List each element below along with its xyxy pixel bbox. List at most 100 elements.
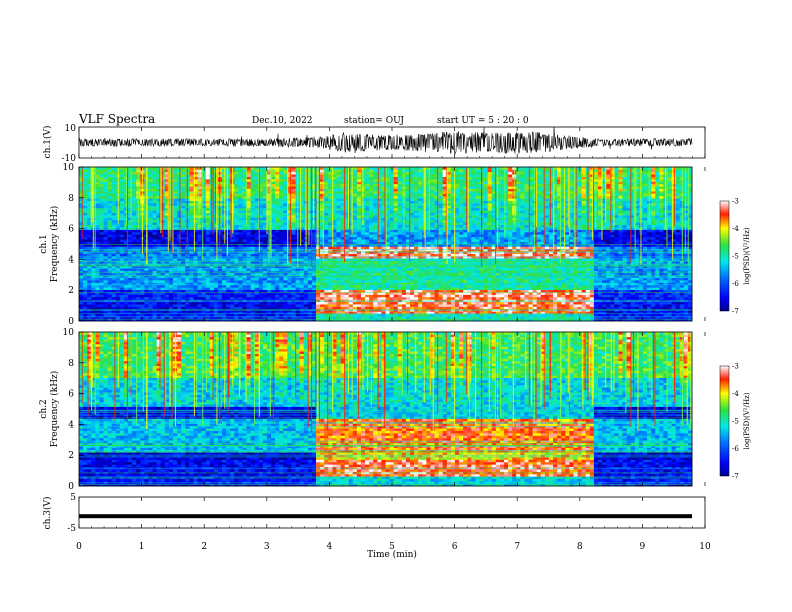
spectrogram-cell [287,258,292,262]
spectrogram-cell [148,186,153,189]
spectrogram-cell [373,195,378,199]
spectrogram-cell [377,234,382,238]
spectrogram-cell [95,277,100,281]
spectrogram-cell [238,260,243,264]
spectrogram-cell [148,195,153,199]
spectrogram-cell [226,275,231,278]
spectrogram-cell [356,195,362,199]
spectrogram-cell [344,253,350,257]
spectrogram-cell [111,183,117,187]
spectrogram-cell [234,287,239,291]
spectrogram-cell [213,239,219,242]
spectrogram-cell [148,304,153,307]
spectrogram-cell [164,176,170,180]
spectrogram-cell [205,176,211,180]
spectrogram-cell [271,260,276,264]
spectrogram-cell [213,294,219,298]
spectrogram-cell [107,195,112,199]
spectrogram-cell [144,304,149,307]
spectrogram-cell [201,268,206,271]
spectrogram-cell [254,229,260,233]
spectrogram-cell [356,174,362,177]
spectrogram-cell [254,219,260,223]
spectrogram-cell [201,167,206,170]
spectrogram-cell [393,188,399,192]
spectrogram-cell [369,236,374,240]
ch1-waveform-ylabel: ch.1(V) [42,126,53,159]
spectrogram-cell [205,282,211,286]
spectrogram-cell [193,318,198,322]
spectrogram-cell [217,280,223,283]
spectrogram-cell [83,198,88,201]
spectrogram-cell [311,284,317,288]
spectrogram-cell [328,277,333,281]
spectrogram-cell [164,186,170,189]
spectrogram-cell [79,318,84,322]
spectrogram-cell [226,212,231,216]
spectrogram-cell [381,260,386,264]
spectrogram-cell [197,236,202,240]
spectrogram-cell [324,284,329,288]
spectrogram-cell [336,241,341,245]
spectrogram-cell [283,224,288,228]
spectrogram-cell [79,253,84,257]
spectrogram-cell [95,195,100,199]
spectrogram-cell [246,275,251,278]
spectrogram-cell [201,296,206,300]
spectrogram-cell [213,284,219,288]
spectrogram-cell [393,222,399,226]
spectrogram-cell [164,292,170,295]
spectrogram-cell [132,212,137,216]
spectrogram-cell [299,195,305,199]
spectrogram-cell [275,244,280,247]
spectrogram-cell [316,260,321,264]
spectrogram-cell [119,198,125,201]
spectrogram-cell [324,244,329,247]
spectrogram-cell [128,227,133,230]
spectrogram-cell [213,280,219,283]
spectrogram-cell [168,183,174,187]
spectrogram-cell [348,280,354,283]
spectrogram-cell [168,287,174,291]
spectrogram-cell [209,236,215,240]
spectrogram-cell [132,306,137,310]
spectrogram-cell [123,301,129,305]
spectrogram-cell [275,253,280,257]
spectrogram-cell [83,222,88,226]
spectrogram-cell [262,203,268,206]
spectrogram-cell [103,246,108,250]
spectrogram-cell [332,222,337,226]
spectrogram-cell [87,256,92,259]
spectrogram-cell [369,260,374,264]
spectrogram-cell [95,167,100,170]
spectrogram-cell [369,224,374,228]
spectrogram-cell [303,258,309,262]
spectrogram-cell [148,268,153,271]
spectrogram-cell [316,296,321,300]
spectrogram-cell [226,260,231,264]
spectrogram-cell [87,239,92,242]
spectrogram-cell [193,222,198,226]
spectrogram-cell [193,203,198,206]
spectrogram-cell [283,296,288,300]
spectrogram-cell [303,268,309,271]
spectrogram-cell [246,234,251,238]
spectrogram-cell [279,167,284,170]
spectrogram-cell [250,260,256,264]
spectrogram-cell [365,311,370,315]
spectrogram-cell [87,205,92,209]
spectrogram-cell [197,311,202,315]
spectrogram-cell [213,275,219,278]
spectrogram-cell [271,275,276,278]
spectrogram-cell [140,318,145,322]
spectrogram-cell [352,282,358,286]
spectrogram-cell [389,282,394,286]
spectrogram-cell [201,280,206,283]
spectrogram-cell [148,181,153,185]
spectrogram-cell [258,258,264,262]
spectrogram-cell [283,282,288,286]
spectrogram-cell [348,241,354,245]
spectrogram-cell [291,217,296,221]
spectrogram-cell [356,193,362,197]
spectrogram-cell [132,198,137,201]
